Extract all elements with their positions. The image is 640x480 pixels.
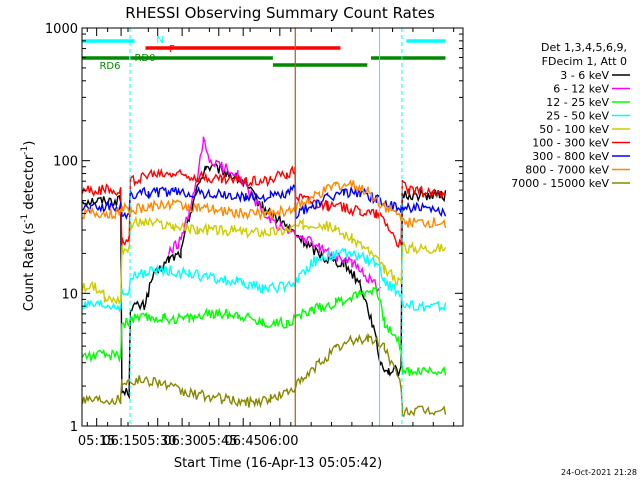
footer-date: 24-Oct-2021 21:28 <box>561 468 637 477</box>
y-axis: 1 10 100 1000 <box>45 22 463 435</box>
legend-entry-label: 300 - 800 keV <box>532 150 609 163</box>
legend-entry-label: 100 - 300 keV <box>532 137 609 150</box>
series-line <box>81 165 446 249</box>
y-axis-title-part: Count Rate (s <box>22 223 37 312</box>
x-tick-label: 05:30 <box>139 434 176 449</box>
series-lines <box>81 136 447 418</box>
series-line <box>81 162 447 400</box>
y-tick-label: 1000 <box>45 22 78 37</box>
flag-bar-label: RD6 <box>99 61 120 72</box>
flag-bar-label: N <box>156 35 163 46</box>
vertical-markers <box>129 28 403 426</box>
legend-entry-label: 50 - 100 keV <box>539 123 609 136</box>
x-tick-label: 06:30 <box>163 434 200 449</box>
x-axis: 05:15 05:30 05:45 06:00 06:15 06:30 06:45 <box>78 28 455 449</box>
series-line <box>81 215 447 306</box>
plot-frame <box>81 27 464 427</box>
series-line <box>82 179 447 229</box>
legend-entry-label: 800 - 7000 keV <box>525 164 609 177</box>
x-tick-label: 06:15 <box>102 434 139 449</box>
x-axis-title: Start Time (16-Apr-13 05:05:42) <box>174 456 382 471</box>
legend: Det 1,3,4,5,6,9, FDecim 1, Att 0 3 - 6 k… <box>511 41 630 190</box>
flag-bar-label: RD0 <box>134 53 155 64</box>
legend-entry-label: 12 - 25 keV <box>546 96 609 109</box>
y-axis-title-sup: -1 <box>20 146 30 155</box>
flag-bars: NF RD0 RD6 <box>82 35 446 72</box>
flag-bar-label: F <box>169 44 175 55</box>
y-tick-label: 1 <box>70 420 78 435</box>
legend-entry-label: 3 - 6 keV <box>560 69 609 82</box>
series-line <box>81 286 447 377</box>
y-tick-label: 10 <box>61 287 78 302</box>
legend-entry-label: 7000 - 15000 keV <box>511 177 609 190</box>
series-line <box>82 247 447 313</box>
x-tick-label: 05:15 <box>78 434 115 449</box>
legend-header-line: Det 1,3,4,5,6,9, <box>541 41 627 54</box>
chart-title: RHESSI Observing Summary Count Rates <box>125 4 435 22</box>
legend-header-line: FDecim 1, Att 0 <box>542 55 627 68</box>
x-tick-label: 06:45 <box>224 434 261 449</box>
y-axis-title-sup: -1 <box>20 214 30 223</box>
series-line <box>81 332 447 418</box>
x-tick-label: 05:45 <box>200 434 237 449</box>
legend-entry-label: 25 - 50 keV <box>546 110 609 123</box>
x-tick-label: 06:00 <box>261 434 298 449</box>
y-axis-title-part: detector <box>22 154 37 214</box>
legend-entry-label: 6 - 12 keV <box>553 83 609 96</box>
y-axis-title-part: ) <box>22 141 37 146</box>
y-axis-title: Count Rate (s-1 detector-1) <box>20 141 37 312</box>
y-tick-label: 100 <box>53 155 78 170</box>
